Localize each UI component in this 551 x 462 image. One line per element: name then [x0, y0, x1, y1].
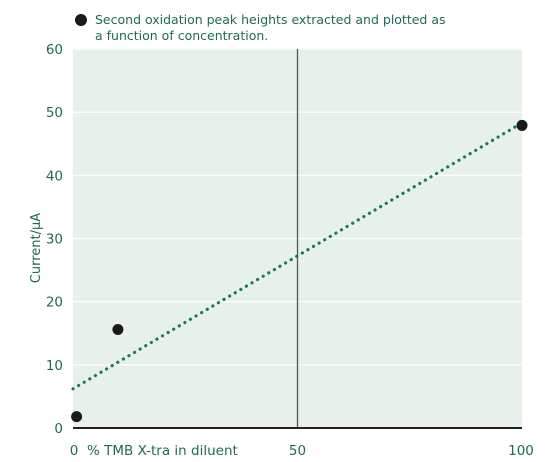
- data-point-1: [112, 323, 124, 335]
- trendline: [71, 121, 524, 391]
- legend: Second oxidation peak heights extracted …: [75, 12, 446, 43]
- y-tick-label-50: 50: [46, 105, 63, 121]
- y-tick-label-60: 60: [46, 42, 63, 58]
- y-tick-label-10: 10: [46, 358, 63, 374]
- y-tick-label-40: 40: [46, 168, 63, 184]
- y-axis-title: Current/µA: [29, 213, 44, 283]
- tick-labels: 0 10 20 30 40 50 60 0 50 100: [46, 42, 534, 459]
- legend-marker-icon: [75, 14, 87, 26]
- y-tick-label-20: 20: [46, 295, 63, 311]
- x-tick-label-0: 0: [70, 443, 79, 458]
- x-tick-label-50: 50: [289, 443, 306, 458]
- x-tick-label-100: 100: [508, 443, 534, 458]
- legend-line-1: Second oxidation peak heights extracted …: [95, 12, 446, 27]
- data-point-0: [71, 411, 83, 423]
- y-tick-label-30: 30: [46, 232, 63, 248]
- data-points: [71, 119, 528, 423]
- x-axis-title: % TMB X-tra in diluent: [87, 443, 238, 458]
- y-tick-label-0: 0: [54, 421, 63, 437]
- legend-line-2: a function of concentration.: [95, 28, 268, 43]
- data-point-2: [516, 119, 528, 131]
